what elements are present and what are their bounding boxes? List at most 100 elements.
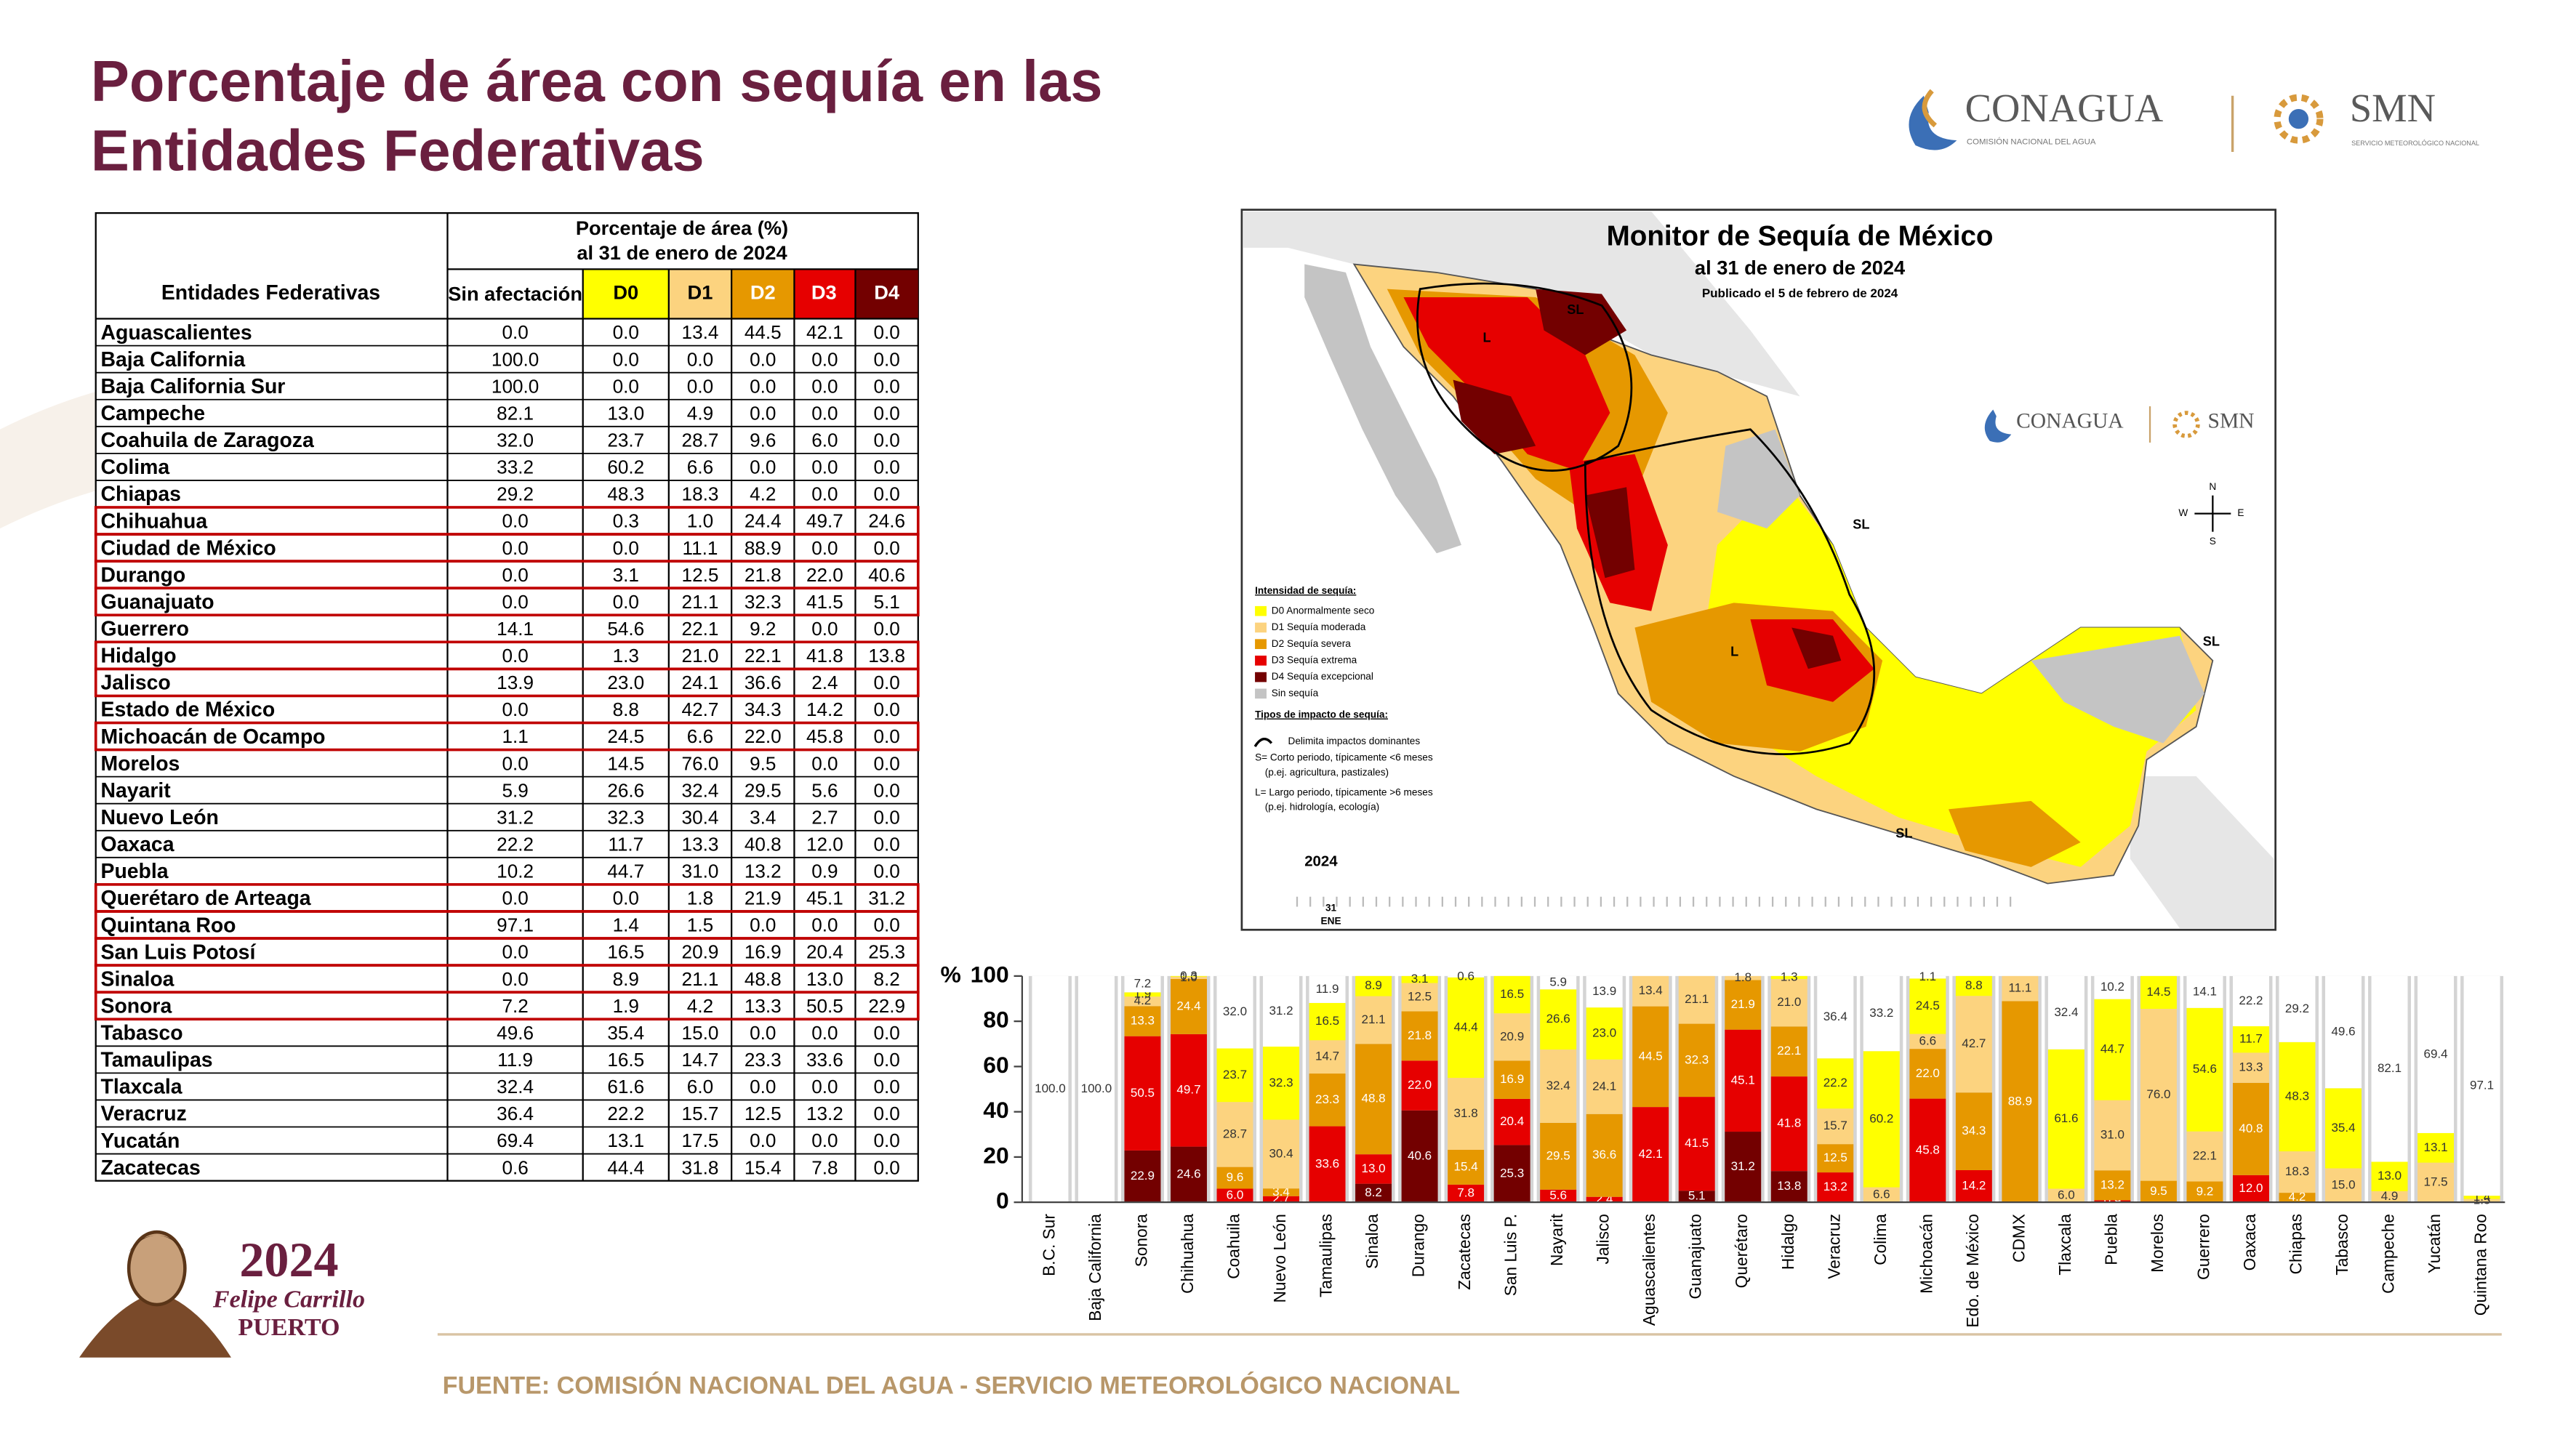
- table-value: 32.3: [607, 806, 644, 828]
- data-label: 44.4: [1454, 1020, 1478, 1034]
- data-label: 49.6: [2331, 1025, 2355, 1039]
- table-value: 4.2: [687, 995, 713, 1017]
- table-value: 1.1: [502, 725, 528, 747]
- table-value: 23.3: [745, 1049, 782, 1071]
- bar-segment: [2094, 999, 2131, 1100]
- bar-segment: [1678, 1191, 1715, 1203]
- bar-segment: [1678, 1097, 1715, 1191]
- bar-segment: [1678, 975, 1715, 1024]
- data-label: 20.9: [1500, 1029, 1524, 1043]
- state-name: Jalisco: [101, 672, 171, 695]
- table-value: 88.9: [745, 537, 782, 559]
- state-name: Colima: [101, 456, 170, 479]
- bar-segment: [2094, 975, 2131, 999]
- table-value: 33.2: [497, 456, 534, 478]
- x-tick-label: Colima: [1871, 1214, 1890, 1265]
- bar-segment: [2417, 1162, 2455, 1203]
- bar-segment: [2232, 1026, 2269, 1053]
- bar-segment: [1216, 1188, 1253, 1203]
- data-label: 22.1: [2193, 1149, 2217, 1163]
- x-tick-label: Durango: [1409, 1214, 1428, 1277]
- table-value: 44.5: [745, 321, 782, 343]
- data-label: 42.7: [1962, 1036, 1986, 1050]
- table-value: 0.0: [873, 618, 899, 640]
- bar-segment: [1448, 1077, 1485, 1150]
- data-label: 9.5: [2150, 1184, 2167, 1198]
- table-value: 49.7: [806, 510, 843, 532]
- table-value: 4.9: [687, 402, 713, 424]
- state-name: Chihuahua: [101, 509, 208, 533]
- bar-segment: [1493, 1098, 1530, 1145]
- table-value: 0.0: [873, 321, 899, 343]
- x-tick-label: B.C. Sur: [1039, 1214, 1058, 1276]
- table-value: 49.6: [497, 1022, 534, 1044]
- x-tick-label: Aguascalientes: [1640, 1214, 1658, 1326]
- table-value: 13.3: [682, 833, 719, 855]
- emblem-name: Felipe Carrillo: [212, 1286, 365, 1313]
- data-label: 44.7: [2100, 1042, 2124, 1056]
- bar-segment: [1263, 1046, 1300, 1120]
- data-label: 11.9: [1316, 982, 1339, 996]
- data-label: 29.2: [2285, 1002, 2309, 1015]
- bar-segment: [1909, 975, 1946, 979]
- data-label: 40.6: [1408, 1148, 1432, 1162]
- table-value: 3.1: [613, 564, 639, 586]
- table-value: 12.5: [745, 1103, 782, 1124]
- data-label: 26.6: [1546, 1012, 1570, 1026]
- bar-segment: [1263, 975, 1300, 1047]
- table-value: 0.0: [873, 430, 899, 451]
- table-value: 0.0: [873, 806, 899, 828]
- table-value: 0.0: [873, 402, 899, 424]
- bar-segment: [1540, 1122, 1577, 1190]
- table-value: 8.8: [613, 698, 639, 720]
- state-name: Aguascalientes: [101, 321, 252, 345]
- region-label: SL: [1567, 302, 1584, 317]
- map-legend-title: Intensidad de sequía:: [1255, 585, 1356, 596]
- table-value: 13.3: [745, 995, 782, 1017]
- table-value: 40.8: [745, 833, 782, 855]
- bar-segment: [1632, 1006, 1669, 1108]
- region-label: SL: [2203, 635, 2220, 649]
- table-value: 0.0: [811, 1022, 838, 1044]
- data-label: 45.8: [1916, 1143, 1940, 1156]
- x-tick-label: Sonora: [1131, 1214, 1150, 1268]
- bar-segment: [1770, 1076, 1807, 1172]
- x-tick-label: Michoacán: [1917, 1214, 1935, 1294]
- data-label: 13.2: [1823, 1180, 1847, 1193]
- state-name: Coahuila de Zaragoza: [101, 429, 314, 452]
- bar-segment: [2463, 1199, 2500, 1203]
- data-label: 88.9: [2008, 1094, 2032, 1108]
- bar-segment: [1678, 1023, 1715, 1097]
- table-value: 5.6: [811, 779, 838, 801]
- table-value: 9.6: [750, 430, 776, 451]
- map-legend-item: D0 Anormalmente seco: [1272, 605, 1375, 616]
- timeline-year: 2024: [1304, 853, 1338, 869]
- table-value: 17.5: [682, 1129, 719, 1151]
- table-value: 9.5: [750, 752, 776, 774]
- bar-segment: [2279, 1193, 2316, 1203]
- map-legend-item: Sin sequía: [1272, 688, 1319, 698]
- table-value: 0.0: [750, 1129, 776, 1151]
- map-region-d0: [1701, 478, 2196, 867]
- data-label: 8.9: [1365, 978, 1382, 992]
- table-value: 0.0: [502, 645, 528, 666]
- bar-segment: [2325, 975, 2362, 1089]
- x-tick-label: Baja California: [1086, 1214, 1104, 1321]
- bar-segment: [2186, 1007, 2223, 1132]
- table-value: 0.0: [811, 618, 838, 640]
- data-label: 12.5: [1823, 1151, 1847, 1164]
- state-name: Tamaulipas: [101, 1049, 213, 1072]
- table-value: 50.5: [806, 995, 843, 1017]
- x-tick-label: Querétaro: [1732, 1214, 1751, 1288]
- bar-segment: [1725, 1029, 1762, 1132]
- bar-segment: [1355, 1154, 1392, 1184]
- table-value: 0.0: [750, 1022, 776, 1044]
- table-value: 0.0: [750, 348, 776, 370]
- bar-segment: [1401, 1011, 1438, 1061]
- map-land-central-america: [2130, 776, 2274, 928]
- bar-segment: [1124, 1006, 1161, 1036]
- impact-line-swatch: [1253, 738, 1273, 747]
- table-value: 13.4: [682, 321, 719, 343]
- data-label: 23.0: [1592, 1026, 1616, 1039]
